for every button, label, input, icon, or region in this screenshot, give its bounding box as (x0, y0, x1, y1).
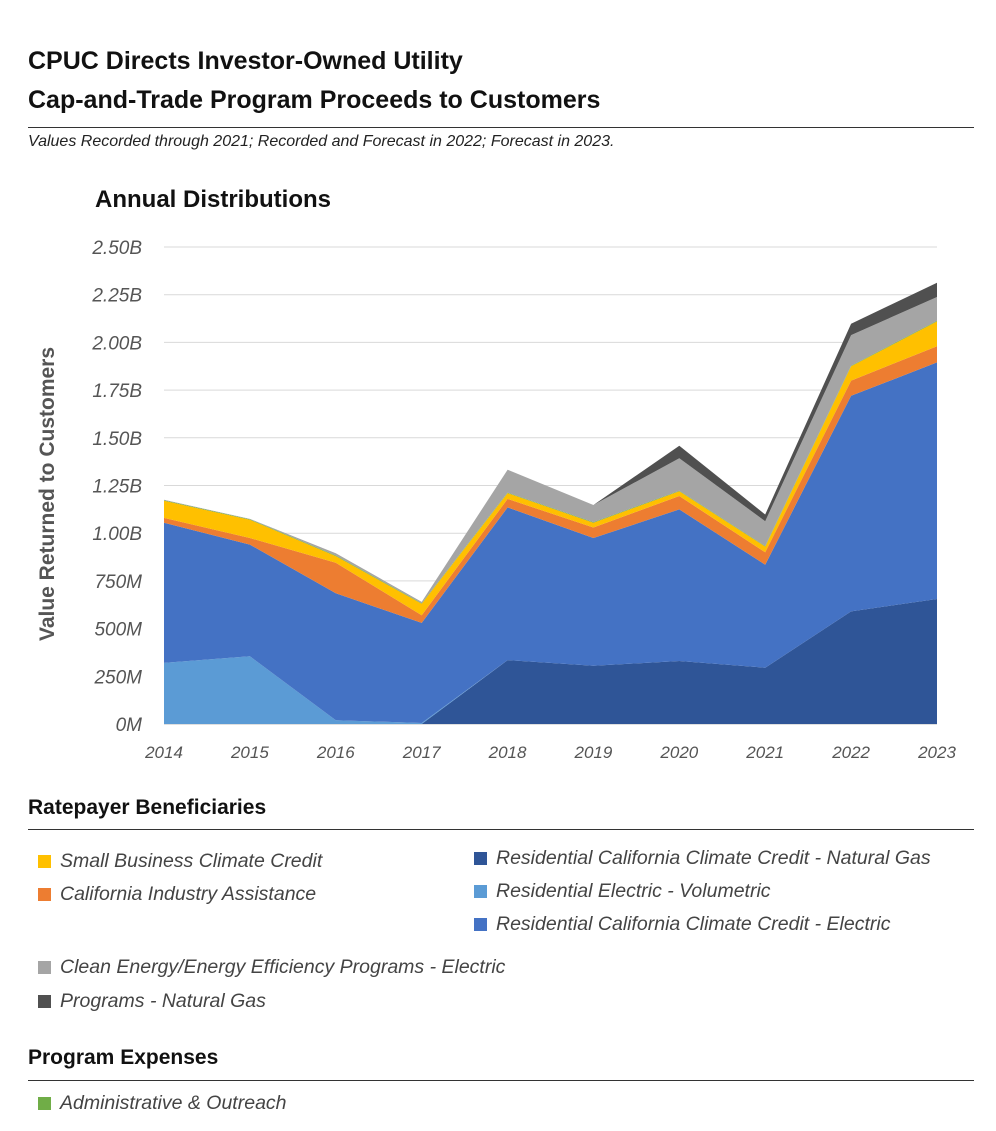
page-subtitle: Values Recorded through 2021; Recorded a… (28, 133, 615, 150)
x-tick-label: 2022 (831, 743, 870, 762)
section-divider-expenses (28, 1080, 974, 1081)
y-tick-label: 1.75B (92, 381, 142, 402)
x-tick-label: 2023 (917, 743, 956, 762)
area-series (164, 599, 937, 724)
section-title-ratepayer: Ratepayer Beneficiaries (28, 796, 267, 819)
y-tick-label: 500M (94, 620, 142, 641)
x-tick-label: 2017 (402, 743, 441, 762)
page-title-line-1: CPUC Directs Investor-Owned Utility (28, 47, 463, 75)
legend-label: Residential California Climate Credit - … (496, 847, 931, 869)
legend-item-clean-energy-electric: Clean Energy/Energy Efficiency Programs … (38, 956, 505, 979)
legend-item-small-business: Small Business Climate Credit (38, 850, 322, 873)
y-tick-label: 1.50B (92, 429, 142, 450)
legend-swatch (474, 918, 487, 931)
legend-swatch (474, 885, 487, 898)
y-tick-label: 2.50B (91, 238, 142, 259)
area-series (164, 362, 937, 723)
legend-label: Administrative & Outreach (60, 1092, 287, 1114)
area-series (164, 599, 937, 724)
legend-label: Residential Electric - Volumetric (496, 880, 771, 902)
section-title-expenses: Program Expenses (28, 1046, 219, 1069)
legend-item-res-climate-credit-gas: Residential California Climate Credit - … (474, 847, 931, 870)
y-tick-label: 2.00B (91, 333, 142, 354)
x-tick-label: 2020 (659, 743, 698, 762)
page-title-line-2: Cap-and-Trade Program Proceeds to Custom… (28, 86, 601, 114)
area-series (164, 297, 937, 604)
legend-label: Clean Energy/Energy Efficiency Programs … (60, 956, 506, 978)
area-chart: 0M 250M 500M 750M 1.00B 1.25B 1.50B 1.75B 2.00B 2… (36, 238, 956, 762)
legend-swatch (38, 961, 51, 974)
legend-label: Small Business Climate Credit (60, 850, 323, 872)
legend-swatch (38, 995, 51, 1008)
y-tick-label: 2.25B (91, 286, 142, 307)
legend-item-admin-outreach: Administrative & Outreach (38, 1092, 287, 1115)
y-tick-label: 1.25B (92, 477, 142, 498)
y-tick-label: 750M (94, 572, 142, 593)
section-divider-ratepayer (28, 829, 974, 830)
x-tick-label: 2015 (230, 743, 269, 762)
y-axis-label: Value Returned to Customers (36, 347, 59, 641)
x-tick-label: 2014 (144, 743, 183, 762)
header-divider (28, 127, 974, 128)
legend-label: Programs - Natural Gas (60, 990, 266, 1012)
legend-item-res-electric-volumetric: Residential Electric - Volumetric (474, 880, 771, 903)
x-tick-label: 2021 (745, 743, 784, 762)
legend-swatch (474, 852, 487, 865)
legend-swatch (38, 1097, 51, 1110)
x-tick-label: 2019 (574, 743, 613, 762)
legend-label: California Industry Assistance (60, 883, 317, 905)
legend-item-res-climate-credit-electric: Residential California Climate Credit - … (474, 913, 890, 936)
x-axis-tick-labels: 2014 2015 2016 2017 2018 2019 2020 2021 2022 2023 (144, 743, 956, 762)
chart-series-areas (164, 282, 937, 724)
legend-item-programs-natural-gas: Programs - Natural Gas (38, 990, 266, 1013)
x-tick-label: 2018 (488, 743, 527, 762)
x-tick-label: 2016 (316, 743, 355, 762)
y-tick-label: 0M (116, 715, 143, 736)
chart-title: Annual Distributions (95, 186, 331, 213)
legend-item-industry-assistance: California Industry Assistance (38, 883, 316, 906)
legend-swatch (38, 888, 51, 901)
y-tick-label: 1.00B (92, 524, 142, 545)
legend-label: Residential California Climate Credit - … (496, 913, 891, 935)
y-tick-label: 250M (93, 667, 142, 688)
page-title: CPUC Directs Investor-Owned Utility Cap-… (28, 42, 600, 120)
legend-swatch (38, 855, 51, 868)
y-axis-tick-labels: 0M 250M 500M 750M 1.00B 1.25B 1.50B 1.75B 2.00B 2… (91, 238, 142, 736)
